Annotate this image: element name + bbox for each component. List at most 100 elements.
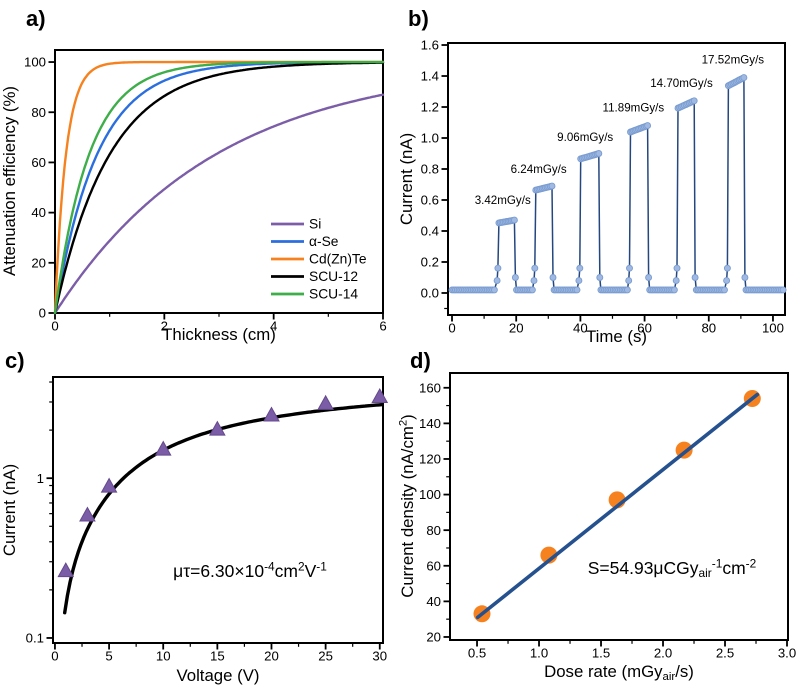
panel-d-y-tick-label: 20 bbox=[426, 630, 441, 645]
panel-c-x-tick-label: 10 bbox=[156, 649, 171, 664]
panel-a-legend-label: Cd(Zn)Te bbox=[309, 252, 367, 267]
panel-b-y-tick-label: 1.6 bbox=[421, 38, 439, 53]
panel-b-y-tick-label: 1.4 bbox=[421, 69, 439, 84]
panel-d-x-tick-label: 1.5 bbox=[592, 646, 610, 661]
panel-c-data-point bbox=[100, 477, 118, 493]
panel-c-x-tick-label: 25 bbox=[318, 649, 333, 664]
panel-d-y-tick-label: 120 bbox=[419, 452, 441, 467]
panel-b-x-axis-title: Time (s) bbox=[586, 327, 647, 346]
panel-a-x-tick-label: 0 bbox=[51, 319, 58, 334]
panel-a-legend-label: SCU-14 bbox=[309, 287, 358, 302]
panel-c-x-tick-label: 0 bbox=[51, 649, 58, 664]
panel-c-y-tick-label: 0.1 bbox=[26, 631, 44, 646]
panel-b-y-tick-label: 0.8 bbox=[421, 162, 439, 177]
panel-d-x-tick-label: 2.5 bbox=[716, 646, 734, 661]
panel-d-chart: 0.5 1.0 1.5 2.0 2.5 3.0 20 40 60 80 100 120 140 160 Do… bbox=[398, 372, 796, 683]
panel-c-data-point bbox=[317, 394, 334, 410]
panel-b-pulse-label: 17.52mGy/s bbox=[702, 54, 765, 67]
panel-b-markers bbox=[448, 74, 787, 294]
panel-b-x-tick-label: 80 bbox=[701, 321, 716, 336]
panel-c-data-point bbox=[371, 387, 389, 404]
panel-b-y-tick-label: 0.4 bbox=[421, 224, 439, 239]
panel-c: c) 0 5 10 15 20 25 30 0.1 1 Voltage (V) Current (n… bbox=[0, 345, 400, 693]
panel-d-y-tick-label: 60 bbox=[426, 558, 441, 573]
panel-a-y-axis-title: Attenuation efficiency (%) bbox=[0, 86, 19, 276]
panel-b-x-tick-label: 40 bbox=[573, 321, 588, 336]
panel-a: a) 0 2 4 6 0 20 40 60 80 100 Thickness (cm) Attenua… bbox=[0, 0, 400, 345]
panel-a-x-tick-label: 6 bbox=[379, 319, 386, 334]
panel-a-y-tick-label: 0 bbox=[39, 306, 46, 321]
panel-c-data-point bbox=[154, 440, 172, 456]
panel-a-curve bbox=[53, 60, 385, 315]
panel-c-x-axis-title: Voltage (V) bbox=[176, 666, 259, 685]
panel-a-curve bbox=[53, 93, 385, 315]
panel-a-legend-item: SCU-14 bbox=[271, 287, 358, 302]
panel-b-x-tick-label: 60 bbox=[637, 321, 652, 336]
panel-b-label: b) bbox=[408, 6, 429, 31]
panel-b-y-tick-label: 0.0 bbox=[421, 286, 439, 301]
panel-d-y-tick-label: 40 bbox=[426, 594, 441, 609]
panel-a-legend-item: Si bbox=[271, 217, 321, 232]
panel-a-legend-item: Cd(Zn)Te bbox=[271, 252, 367, 267]
panel-b-x-tick-label: 100 bbox=[762, 321, 784, 336]
panel-a-legend-item: SCU-12 bbox=[271, 269, 358, 284]
panel-c-data-point bbox=[263, 406, 280, 422]
panel-c-data-point bbox=[79, 506, 96, 522]
panel-c-data-point bbox=[57, 562, 75, 578]
panel-d-y-tick-label: 140 bbox=[419, 416, 441, 431]
panel-b-y-tick-label: 1.2 bbox=[421, 100, 439, 115]
panel-d-x-tick-label: 1.0 bbox=[530, 646, 548, 661]
panel-a-legend-label: α-Se bbox=[309, 234, 339, 249]
panel-d-label: d) bbox=[410, 348, 431, 373]
panel-b-y-axis-title: Current (nA) bbox=[397, 133, 416, 225]
panel-a-axes bbox=[48, 49, 384, 320]
panel-b-pulse-label: 3.42mGy/s bbox=[475, 194, 531, 207]
panel-a-y-tick-label: 20 bbox=[31, 255, 46, 270]
panel-b-y-tick-label: 0.6 bbox=[421, 193, 439, 208]
panel-b-y-tick-label: 1.0 bbox=[421, 131, 439, 146]
panel-c-mobility-annotation: μτ=6.30×10-4cm2V-1 bbox=[173, 559, 327, 581]
panel-a-x-tick-label: 4 bbox=[270, 319, 277, 334]
panel-b-pulse-label: 9.06mGy/s bbox=[557, 131, 613, 144]
panel-d-sensitivity-annotation: S=54.93μCGyair-1cm-2 bbox=[588, 556, 757, 580]
panel-b-pulse-label: 14.70mGy/s bbox=[650, 77, 713, 90]
panel-d-fit-line bbox=[475, 392, 760, 620]
panel-d: d) 0.5 1.0 1.5 2.0 2.5 3.0 20 40 60 80 100 120 140 16… bbox=[398, 345, 799, 693]
panel-a-label: a) bbox=[26, 6, 46, 31]
panel-d-axes bbox=[443, 372, 789, 647]
panel-b-pulse-label: 6.24mGy/s bbox=[511, 163, 567, 176]
panel-d-x-tick-label: 0.5 bbox=[468, 646, 486, 661]
panel-c-chart: 0 5 10 15 20 25 30 0.1 1 Voltage (V) Current (nA) μ… bbox=[0, 376, 389, 685]
panel-c-x-tick-label: 20 bbox=[264, 649, 279, 664]
panel-b-x-tick-label: 0 bbox=[448, 321, 455, 336]
panel-c-x-tick-label: 15 bbox=[210, 649, 225, 664]
panel-c-y-tick-label: 1 bbox=[37, 471, 44, 486]
panel-d-x-tick-label: 2.0 bbox=[654, 646, 672, 661]
panel-a-y-tick-label: 40 bbox=[31, 205, 46, 220]
panel-c-axes bbox=[46, 376, 384, 650]
panel-a-legend: Si α-Se Cd(Zn)Te SCU-12 SCU-14 bbox=[271, 217, 367, 302]
panel-c-y-axis-title: Current (nA) bbox=[0, 464, 19, 556]
panel-c-markers bbox=[57, 387, 389, 578]
panel-c-fit-curve bbox=[62, 403, 384, 615]
panel-d-y-tick-label: 100 bbox=[419, 487, 441, 502]
panel-a-x-axis-title: Thickness (cm) bbox=[162, 325, 276, 344]
panel-a-y-tick-label: 80 bbox=[31, 105, 46, 120]
panel-d-y-tick-label: 160 bbox=[419, 380, 441, 395]
panel-a-legend-label: SCU-12 bbox=[309, 269, 358, 284]
panel-a-legend-label: Si bbox=[309, 217, 321, 232]
panel-c-label: c) bbox=[5, 348, 25, 373]
panel-c-x-tick-label: 5 bbox=[105, 649, 112, 664]
panel-a-y-tick-label: 60 bbox=[31, 155, 46, 170]
panel-a-legend-item: α-Se bbox=[271, 234, 339, 249]
panel-b: b) 0 20 40 60 80 100 0.0 0.2 0.4 0.6 0.8 1.0 1.2 1.4 1… bbox=[397, 0, 799, 346]
panel-a-x-tick-label: 2 bbox=[161, 319, 168, 334]
panel-a-series bbox=[53, 60, 385, 315]
panel-b-x-tick-label: 20 bbox=[509, 321, 524, 336]
panel-b-chart: 0 20 40 60 80 100 0.0 0.2 0.4 0.6 0.8 1.0 1.2 1.4 1.6 T… bbox=[397, 38, 787, 346]
panel-b-axes bbox=[441, 42, 786, 322]
panel-a-y-tick-label: 100 bbox=[24, 55, 46, 70]
panel-b-pulse-label: 11.89mGy/s bbox=[603, 102, 665, 115]
